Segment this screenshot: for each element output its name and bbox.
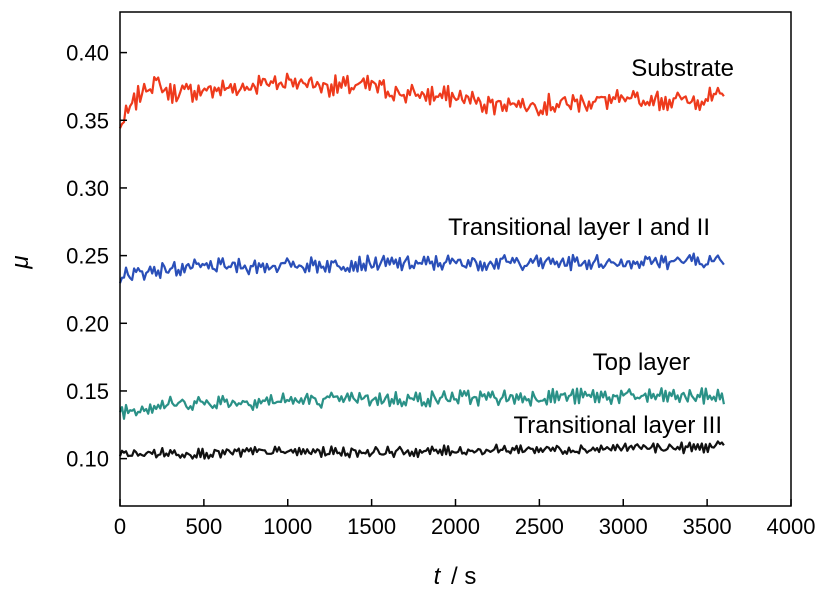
series-line-1 (118, 252, 725, 284)
x-tick-label: 3500 (683, 514, 732, 539)
x-tick-label: 3000 (599, 514, 648, 539)
series-line-0 (118, 72, 725, 129)
x-axis-variable: t (434, 563, 442, 590)
y-tick-label: 0.15 (66, 379, 109, 404)
y-axis-label: μ (7, 255, 34, 269)
series-label-1: Transitional layer I and II (448, 214, 710, 241)
y-tick-label: 0.35 (66, 108, 109, 133)
x-tick-label: 2500 (515, 514, 564, 539)
x-axis-label: t / s (434, 563, 477, 590)
series-lines (118, 72, 725, 460)
y-tick-label: 0.40 (66, 41, 109, 66)
x-tick-label: 1000 (263, 514, 312, 539)
series-label-2: Top layer (593, 349, 690, 376)
y-tick-label: 0.20 (66, 311, 109, 336)
y-tick-label: 0.10 (66, 447, 109, 472)
x-tick-label: 1500 (347, 514, 396, 539)
series-labels: Substrate Transitional layer I and II Top … (448, 55, 734, 439)
series-line-2 (118, 387, 725, 420)
x-tick-label: 0 (114, 514, 126, 539)
x-tick-label: 500 (186, 514, 223, 539)
series-label-0: Substrate (631, 55, 734, 82)
x-tick-label: 2000 (431, 514, 480, 539)
x-tick-label: 4000 (767, 514, 816, 539)
y-tick-label: 0.30 (66, 176, 109, 201)
series-line-3 (118, 440, 725, 460)
y-axis-ticks: 0.10 0.15 0.20 0.25 0.30 0.35 0.40 (66, 41, 127, 472)
x-axis-unit: / s (451, 563, 476, 590)
series-label-3: Transitional layer III (513, 412, 722, 439)
y-tick-label: 0.25 (66, 244, 109, 269)
x-axis-ticks: 0 500 1000 1500 2000 2500 3000 3500 4000 (114, 499, 816, 539)
